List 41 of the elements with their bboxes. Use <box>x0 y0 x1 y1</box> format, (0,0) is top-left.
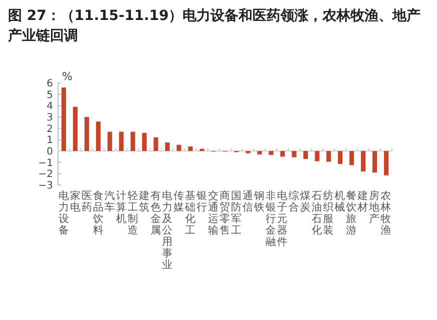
x-tick-label: 农林牧渔 <box>380 190 392 236</box>
y-tick-label: 6 <box>46 78 53 90</box>
x-tick-label: 基础化工 <box>184 189 196 236</box>
y-tick-label: 5 <box>46 90 53 101</box>
x-tick-label: 电力及公用事业 <box>162 189 173 271</box>
x-tick-label: 传媒 <box>173 190 184 214</box>
y-tick-label: 3 <box>46 112 53 124</box>
x-tick-label: 餐饮旅游 <box>345 190 358 236</box>
y-tick-label: 4 <box>46 101 53 112</box>
x-tick-label: 石油石化 <box>312 190 323 236</box>
x-tick-label: 通信 <box>242 189 254 214</box>
y-tick-label: −1 <box>38 158 53 169</box>
y-tick-label: 1 <box>46 135 53 146</box>
x-tick-label: 家电 <box>70 189 81 214</box>
x-tick-label: 建材 <box>356 189 369 214</box>
x-tick-label: 计算机 <box>116 189 127 225</box>
x-tick-label: 钢铁 <box>253 190 266 214</box>
x-tick-label: 煤炭 <box>300 190 312 214</box>
x-tick-label: 食品饮料 <box>92 190 104 236</box>
y-tick-label: 0 <box>46 146 53 158</box>
y-axis-title: % <box>62 70 72 83</box>
x-tick-label: 交通运输 <box>208 189 219 236</box>
x-tick-label: 电力设备 <box>58 189 70 236</box>
chart-title: 图 27：（11.15-11.19）电力设备和医药领涨，农林牧渔、地产产业链回调 <box>8 7 422 46</box>
x-tick-label: 商贸零售 <box>220 189 230 236</box>
x-tick-label: 医药 <box>81 190 92 214</box>
x-tick-label: 机械 <box>334 190 346 214</box>
y-tick-label: −3 <box>38 180 53 192</box>
x-tick-label: 有色金属 <box>150 190 162 236</box>
y-tick-label: 2 <box>46 124 53 135</box>
x-tick-label: 银行 <box>195 190 208 214</box>
x-tick-label: 纺织服装 <box>323 189 334 236</box>
x-tick-label: 国防军工 <box>231 190 242 236</box>
x-tick-label: 电子元器件 <box>277 189 288 248</box>
x-tick-label: 轻工制造 <box>127 190 138 236</box>
x-tick-label: 房地产 <box>368 189 380 225</box>
x-tick-label: 汽车 <box>104 190 116 214</box>
x-tick-label: 建筑 <box>138 189 150 214</box>
x-tick-label: 综合 <box>288 189 300 214</box>
y-tick-label: −2 <box>38 169 53 180</box>
x-tick-label: 非银行金融 <box>264 189 277 248</box>
